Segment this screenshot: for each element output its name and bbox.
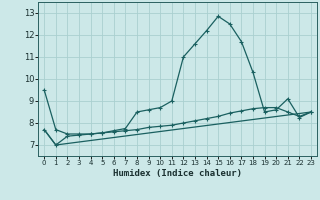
X-axis label: Humidex (Indice chaleur): Humidex (Indice chaleur) bbox=[113, 169, 242, 178]
